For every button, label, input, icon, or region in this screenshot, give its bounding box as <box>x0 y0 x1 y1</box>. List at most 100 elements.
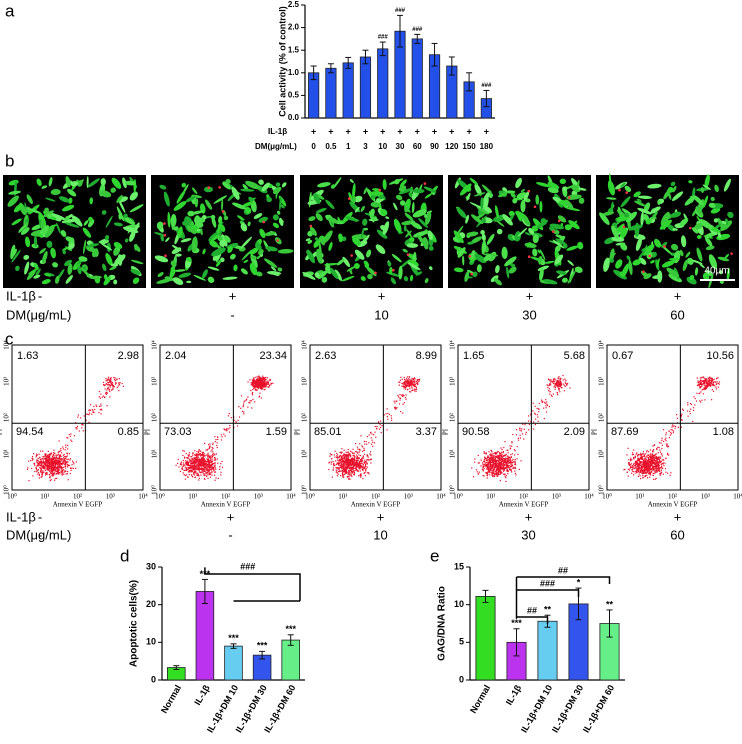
event-dot <box>53 458 55 460</box>
event-dot <box>102 384 105 386</box>
event-dot <box>48 456 50 458</box>
y-tick-label: 10⁴ <box>3 340 11 350</box>
event-dot <box>266 382 268 384</box>
il1b-sign: - <box>38 288 42 303</box>
dm-label: 30 <box>521 527 535 542</box>
cell <box>200 228 203 236</box>
cell <box>522 216 531 226</box>
cell <box>99 190 112 198</box>
event-dot <box>642 463 644 465</box>
event-dot <box>192 452 194 454</box>
dead-cell <box>663 245 666 248</box>
cell <box>203 186 214 193</box>
event-dot <box>57 453 60 455</box>
cell <box>508 266 517 274</box>
cell <box>349 179 354 183</box>
cell <box>567 220 578 230</box>
event-dot <box>501 458 503 460</box>
event-dot <box>72 461 74 464</box>
cell <box>328 241 333 251</box>
event-dot <box>40 459 42 461</box>
cell <box>327 217 339 224</box>
cell <box>538 255 543 265</box>
event-dot <box>408 385 411 388</box>
cell <box>8 190 21 195</box>
event-dot <box>212 447 214 449</box>
event-dot <box>203 453 206 455</box>
event-dot <box>216 458 219 460</box>
event-dot <box>494 463 496 465</box>
cell <box>176 190 186 204</box>
event-dot <box>63 473 65 475</box>
event-dot <box>340 461 342 464</box>
event-dot <box>188 452 191 454</box>
event-dot <box>337 473 339 475</box>
event-dot <box>505 463 507 465</box>
event-dot <box>506 459 508 462</box>
event-dot <box>260 397 262 399</box>
event-dot <box>253 385 255 387</box>
event-dot <box>110 381 112 383</box>
event-dot <box>516 445 518 448</box>
event-dot <box>42 458 44 460</box>
event-dot <box>51 463 53 465</box>
cell <box>486 233 495 245</box>
event-dot <box>657 458 659 461</box>
event-dot <box>535 418 537 420</box>
event-dot <box>346 460 348 462</box>
event-dot <box>349 464 352 466</box>
event-dot <box>547 385 549 387</box>
event-dot <box>48 454 51 456</box>
event-dot <box>260 378 262 381</box>
event-dot <box>259 383 262 385</box>
event-dot <box>360 476 362 478</box>
event-dot <box>261 377 263 379</box>
event-dot <box>244 400 246 402</box>
event-dot <box>202 469 204 472</box>
event-dot <box>262 380 264 382</box>
event-dot <box>496 456 498 458</box>
event-dot <box>482 469 484 471</box>
event-dot <box>659 456 661 458</box>
bracket-label: ### <box>240 561 255 571</box>
event-dot <box>654 470 656 473</box>
event-dot <box>112 388 114 390</box>
cell <box>55 275 60 284</box>
event-dot <box>191 455 193 458</box>
event-dot <box>213 469 215 471</box>
event-dot <box>509 461 511 463</box>
event-dot <box>342 466 344 468</box>
event-dot <box>357 452 359 454</box>
event-dot <box>197 465 199 468</box>
event-dot <box>501 451 503 453</box>
cell <box>474 253 487 264</box>
event-dot <box>189 465 191 467</box>
event-dot <box>116 379 118 381</box>
cell <box>480 230 485 235</box>
event-dot <box>51 473 54 475</box>
cell <box>713 218 719 223</box>
event-dot <box>348 468 351 470</box>
event-dot <box>52 468 54 470</box>
event-dot <box>366 466 369 468</box>
dead-cell <box>618 188 621 192</box>
event-dot <box>507 461 509 463</box>
event-dot <box>110 384 113 386</box>
event-dot <box>500 471 503 473</box>
dead-cell <box>221 210 225 213</box>
event-dot <box>192 462 194 464</box>
event-dot <box>495 473 498 475</box>
cell <box>659 219 672 230</box>
event-dot <box>39 461 41 463</box>
event-dot <box>353 459 355 462</box>
event-dot <box>182 465 184 467</box>
cell <box>102 263 107 272</box>
event-dot <box>44 467 46 469</box>
event-dot <box>60 463 63 465</box>
event-dot <box>211 458 213 461</box>
event-dot <box>514 463 516 466</box>
event-dot <box>41 462 43 464</box>
event-dot <box>498 460 500 462</box>
cell <box>223 235 231 243</box>
event-dot <box>207 459 209 461</box>
